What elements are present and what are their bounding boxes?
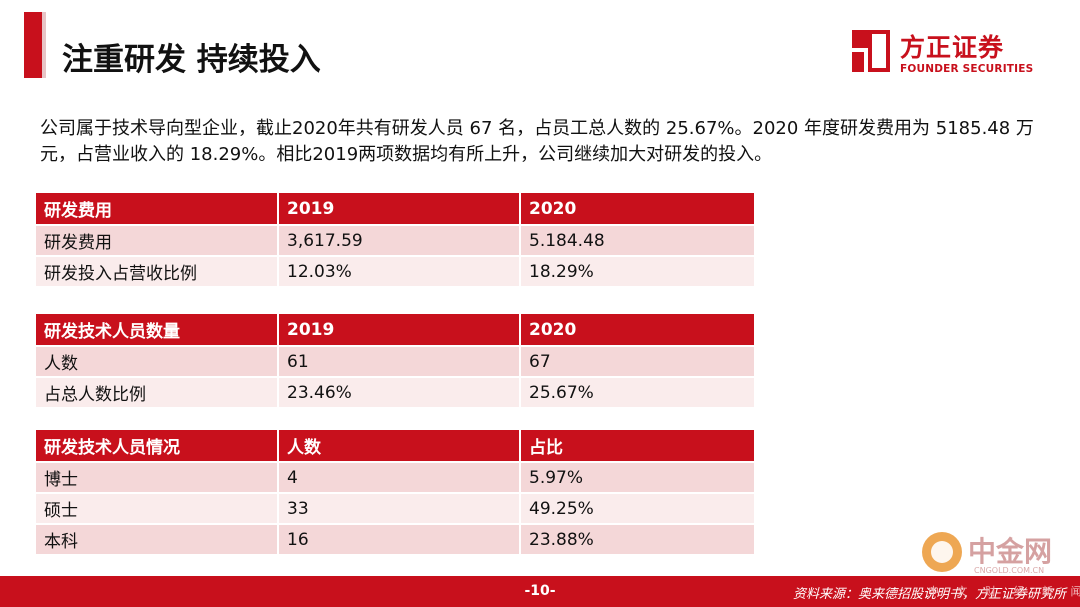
- rd-staff-education-table: 研发技术人员情况 人数 占比 博士 4 5.97% 硕士 33 49.25% 本…: [36, 430, 754, 556]
- table-header-cell: 研发费用: [36, 193, 279, 226]
- table-cell: 23.88%: [520, 524, 754, 556]
- table-row: 占总人数比例 23.46% 25.67%: [36, 377, 754, 409]
- logo-name-en: FOUNDER SECURITIES: [900, 63, 1034, 75]
- footer-bar: -10- 资料来源：奥来德招股说明书，方正证券研究所: [0, 576, 1080, 607]
- table-row: 研发投入占营收比例 12.03% 18.29%: [36, 256, 754, 288]
- rd-expense-table: 研发费用 2019 2020 研发费用 3,617.59 5.184.48 研发…: [36, 193, 754, 288]
- table-row: 人数 61 67: [36, 346, 754, 378]
- title-accent-stripe: [42, 12, 46, 78]
- table-cell: 12.03%: [278, 256, 521, 288]
- founder-logo-icon: [852, 30, 890, 72]
- source-note: 资料来源：奥来德招股说明书，方正证券研究所: [792, 587, 1066, 602]
- table-header-cell: 研发技术人员数量: [36, 314, 279, 347]
- table-header-cell: 2019: [278, 193, 521, 226]
- table-cell: 5.97%: [520, 462, 754, 494]
- table-cell: 人数: [36, 346, 279, 378]
- table-cell: 本科: [36, 524, 279, 556]
- table-cell: 3,617.59: [278, 225, 521, 257]
- table-cell: 33: [278, 493, 521, 525]
- intro-paragraph: 公司属于技术导向型企业，截止2020年共有研发人员 67 名，占员工总人数的 2…: [40, 118, 1034, 165]
- table-header-cell: 占比: [520, 430, 754, 463]
- table-cell: 硕士: [36, 493, 279, 525]
- logo-name-cn: 方正证券: [900, 33, 1005, 62]
- table-cell: 61: [278, 346, 521, 378]
- table-row: 研发费用 3,617.59 5.184.48: [36, 225, 754, 257]
- table-header-cell: 研发技术人员情况: [36, 430, 279, 463]
- table-header-cell: 2020: [520, 193, 754, 226]
- founder-securities-logo: 方正证券 FOUNDER SECURITIES: [848, 28, 1038, 78]
- table-row: 本科 16 23.88%: [36, 524, 754, 556]
- table-cell: 18.29%: [520, 256, 754, 288]
- rd-staff-count-table: 研发技术人员数量 2019 2020 人数 61 67 占总人数比例 23.46…: [36, 314, 754, 409]
- table-header-row: 研发技术人员情况 人数 占比: [36, 430, 754, 463]
- table-cell: 16: [278, 524, 521, 556]
- table-cell: 4: [278, 462, 521, 494]
- watermark-text: 中金网: [968, 535, 1053, 568]
- watermark-subtext: CNGOLD.COM.CN: [974, 566, 1045, 575]
- table-cell: 占总人数比例: [36, 377, 279, 409]
- table-cell: 67: [520, 346, 754, 378]
- table-cell: 23.46%: [278, 377, 521, 409]
- table-row: 博士 4 5.97%: [36, 462, 754, 494]
- table-cell: 25.67%: [520, 377, 754, 409]
- table-header-row: 研发费用 2019 2020: [36, 193, 754, 226]
- table-cell: 49.25%: [520, 493, 754, 525]
- watermark-logo-inner: [931, 541, 953, 563]
- table-cell: 研发费用: [36, 225, 279, 257]
- page-title: 注重研发 持续投入: [62, 42, 321, 78]
- table-header-row: 研发技术人员数量 2019 2020: [36, 314, 754, 347]
- table-row: 硕士 33 49.25%: [36, 493, 754, 525]
- table-cell: 5.184.48: [520, 225, 754, 257]
- page-number: -10-: [524, 583, 556, 599]
- title-accent-bar: [24, 12, 42, 78]
- watermark-line: 中 文 财 经 新 闻 库: [928, 585, 1080, 598]
- table-header-cell: 2020: [520, 314, 754, 347]
- table-header-cell: 2019: [278, 314, 521, 347]
- table-cell: 研发投入占营收比例: [36, 256, 279, 288]
- table-cell: 博士: [36, 462, 279, 494]
- cngold-watermark: 中金网 CNGOLD.COM.CN: [922, 530, 1072, 575]
- table-header-cell: 人数: [278, 430, 521, 463]
